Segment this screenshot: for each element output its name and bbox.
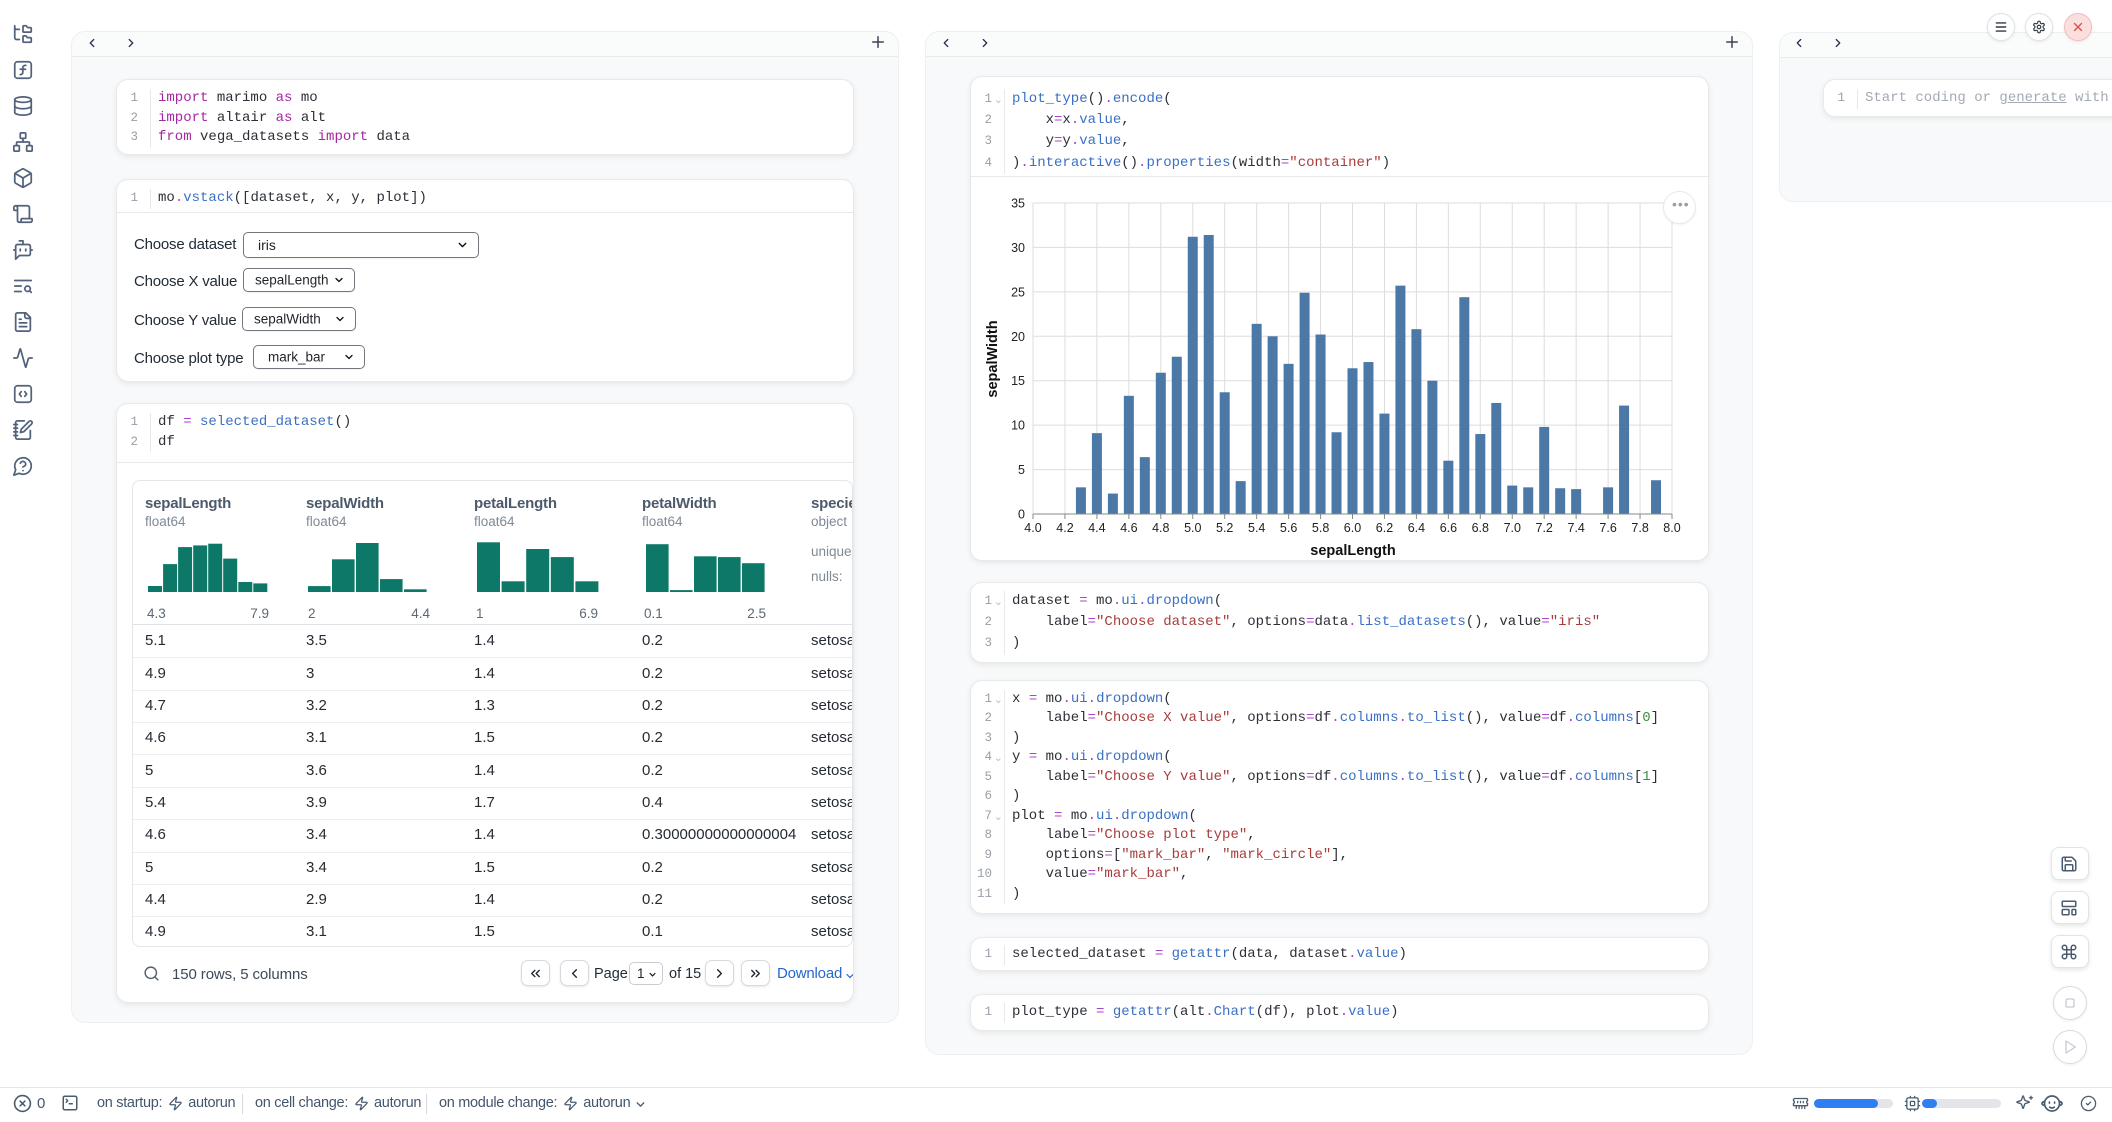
svg-text:10: 10 (1011, 419, 1025, 433)
svg-text:6.6: 6.6 (1440, 521, 1457, 535)
svg-text:5.4: 5.4 (1248, 521, 1265, 535)
svg-text:4.4: 4.4 (1088, 521, 1105, 535)
svg-text:7.8: 7.8 (1631, 521, 1648, 535)
svg-text:5: 5 (1018, 463, 1025, 477)
svg-text:4.6: 4.6 (1120, 521, 1137, 535)
svg-text:30: 30 (1011, 241, 1025, 255)
svg-text:7.4: 7.4 (1568, 521, 1585, 535)
svg-text:5.0: 5.0 (1184, 521, 1201, 535)
svg-text:7.6: 7.6 (1599, 521, 1616, 535)
svg-text:25: 25 (1011, 285, 1025, 299)
svg-text:5.8: 5.8 (1312, 521, 1329, 535)
svg-text:4.8: 4.8 (1152, 521, 1169, 535)
svg-text:0: 0 (1018, 508, 1025, 522)
svg-text:6.0: 6.0 (1344, 521, 1361, 535)
svg-text:7.2: 7.2 (1536, 521, 1553, 535)
svg-text:20: 20 (1011, 330, 1025, 344)
svg-text:15: 15 (1011, 374, 1025, 388)
svg-text:sepalWidth: sepalWidth (985, 320, 1001, 397)
svg-text:7.0: 7.0 (1504, 521, 1521, 535)
svg-text:35: 35 (1011, 197, 1025, 211)
svg-text:6.4: 6.4 (1408, 521, 1425, 535)
svg-text:4.0: 4.0 (1024, 521, 1041, 535)
svg-text:4.2: 4.2 (1056, 521, 1073, 535)
svg-text:6.2: 6.2 (1376, 521, 1393, 535)
svg-text:5.6: 5.6 (1280, 521, 1297, 535)
svg-text:8.0: 8.0 (1663, 521, 1680, 535)
svg-text:5.2: 5.2 (1216, 521, 1233, 535)
svg-text:6.8: 6.8 (1472, 521, 1489, 535)
svg-text:sepalLength: sepalLength (1310, 543, 1395, 559)
